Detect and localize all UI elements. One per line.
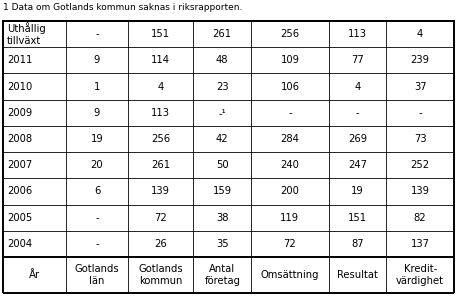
Text: -: - [95,29,99,39]
Text: 9: 9 [94,55,100,65]
Text: -¹: -¹ [218,108,226,118]
Text: 26: 26 [154,239,167,249]
Text: 2005: 2005 [7,213,32,223]
Text: Gotlands
län: Gotlands län [74,264,119,286]
Text: 4: 4 [417,29,423,39]
Text: 159: 159 [213,187,232,196]
Text: Antal
företag: Antal företag [204,264,240,286]
Text: 151: 151 [151,29,170,39]
Text: 77: 77 [351,55,364,65]
Text: 269: 269 [348,134,367,144]
Text: 38: 38 [216,213,228,223]
Text: 261: 261 [213,29,232,39]
Text: 139: 139 [411,187,430,196]
Text: 42: 42 [216,134,228,144]
Text: 1: 1 [94,82,100,91]
Text: -: - [418,108,422,118]
Text: 256: 256 [280,29,299,39]
Text: -: - [356,108,359,118]
Text: 72: 72 [154,213,167,223]
Text: 23: 23 [216,82,228,91]
Text: 109: 109 [281,55,299,65]
Text: 239: 239 [411,55,430,65]
Text: 114: 114 [151,55,170,65]
Text: 284: 284 [281,134,299,144]
Text: 2011: 2011 [7,55,32,65]
Text: 247: 247 [348,160,367,170]
Text: Omsättning: Omsättning [260,270,319,280]
Text: 19: 19 [351,187,364,196]
Text: Kredit-
värdighet: Kredit- värdighet [396,264,444,286]
Text: Uthållig
tillväxt: Uthållig tillväxt [7,22,46,46]
Text: 2004: 2004 [7,239,32,249]
Text: 2007: 2007 [7,160,32,170]
Text: 119: 119 [280,213,299,223]
Text: 2010: 2010 [7,82,32,91]
Text: 19: 19 [90,134,103,144]
Text: 113: 113 [151,108,170,118]
Text: 106: 106 [281,82,299,91]
Text: 37: 37 [414,82,426,91]
Text: 87: 87 [351,239,364,249]
Text: 252: 252 [410,160,430,170]
Text: År: År [29,270,40,280]
Text: 35: 35 [216,239,228,249]
Text: 2008: 2008 [7,134,32,144]
Text: 200: 200 [281,187,299,196]
Text: 256: 256 [151,134,170,144]
Text: 72: 72 [283,239,296,249]
Text: 4: 4 [355,82,361,91]
Text: 48: 48 [216,55,228,65]
Text: 20: 20 [90,160,103,170]
Text: 6: 6 [94,187,100,196]
Text: 1 Data om Gotlands kommun saknas i riksrapporten.: 1 Data om Gotlands kommun saknas i riksr… [3,2,242,12]
Text: Resultat: Resultat [337,270,378,280]
Text: 113: 113 [348,29,367,39]
Text: Gotlands
kommun: Gotlands kommun [138,264,183,286]
Text: -: - [288,108,292,118]
Text: -: - [95,213,99,223]
Text: 137: 137 [411,239,430,249]
Text: 139: 139 [151,187,170,196]
Text: -: - [95,239,99,249]
Text: 82: 82 [414,213,426,223]
Text: 4: 4 [158,82,164,91]
Text: 261: 261 [151,160,170,170]
Text: 50: 50 [216,160,228,170]
Text: 151: 151 [348,213,367,223]
Text: 2009: 2009 [7,108,32,118]
Text: 9: 9 [94,108,100,118]
Text: 2006: 2006 [7,187,32,196]
Text: 73: 73 [414,134,426,144]
Text: 240: 240 [281,160,299,170]
